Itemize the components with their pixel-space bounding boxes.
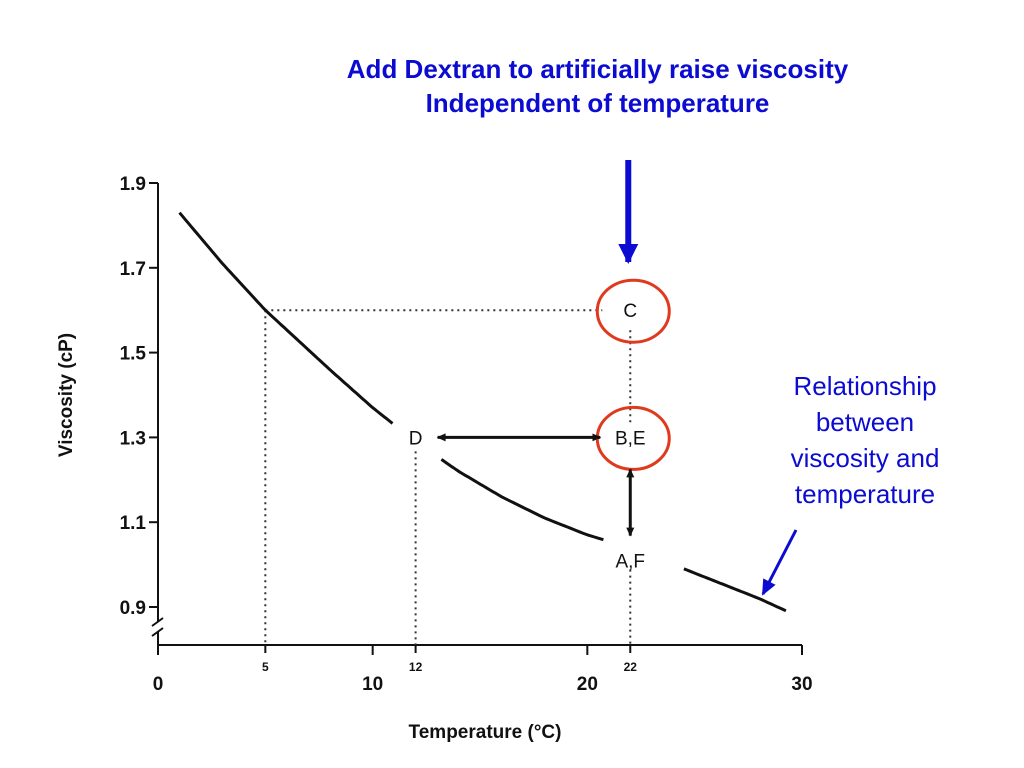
viscosity-curve-segment xyxy=(440,458,604,542)
point-label: A,F xyxy=(615,552,645,573)
x-extra-tick-label: 12 xyxy=(409,660,423,674)
x-axis-title: Temperature (°C) xyxy=(409,722,562,743)
dotted-guides xyxy=(264,309,632,645)
y-tick-label: 1.5 xyxy=(120,344,147,365)
y-tick-label: 1.1 xyxy=(120,513,147,534)
x-tick-label: 0 xyxy=(153,674,164,695)
x-extra-tick-label: 22 xyxy=(624,660,638,674)
x-tick-label: 10 xyxy=(362,674,383,695)
heading-line-1: Add Dextran to artificially raise viscos… xyxy=(346,54,849,84)
viscosity-curve-segment xyxy=(683,567,787,613)
relationship-note: Relationship between viscosity and tempe… xyxy=(750,368,980,512)
note-line-2: between xyxy=(815,407,915,437)
arrows-layer xyxy=(436,160,798,596)
y-tick-label: 1.7 xyxy=(120,259,146,280)
point-label: C xyxy=(623,301,637,322)
y-tick-label: 1.3 xyxy=(120,428,146,449)
viscosity-curve-segment xyxy=(178,211,394,425)
chart-heading: Add Dextran to artificially raise viscos… xyxy=(240,52,955,120)
note-line-3: viscosity and xyxy=(790,443,940,473)
ticks-layer: 0.9 1.1 1.3 1.5 1.7 1.9 0 10 20 30 5 12 22 Temperatur… xyxy=(56,174,813,743)
y-axis-title: Viscosity (cP) xyxy=(56,333,77,457)
x-tick-label: 30 xyxy=(791,674,812,695)
curve-layer xyxy=(178,211,787,613)
note-line-4: temperature xyxy=(794,479,936,509)
heading-line-2: Independent of temperature xyxy=(425,88,770,118)
y-tick-label: 1.9 xyxy=(120,174,146,195)
axis-break-mark xyxy=(151,617,164,637)
note-line-1: Relationship xyxy=(793,371,937,401)
x-extra-tick-label: 5 xyxy=(262,660,269,674)
point-label: B,E xyxy=(615,428,646,449)
point-label: D xyxy=(409,428,423,449)
y-tick-label: 0.9 xyxy=(120,598,146,619)
blue-note-arrow xyxy=(761,529,798,596)
highlight-circle xyxy=(595,278,671,344)
x-tick-label: 20 xyxy=(577,674,598,695)
